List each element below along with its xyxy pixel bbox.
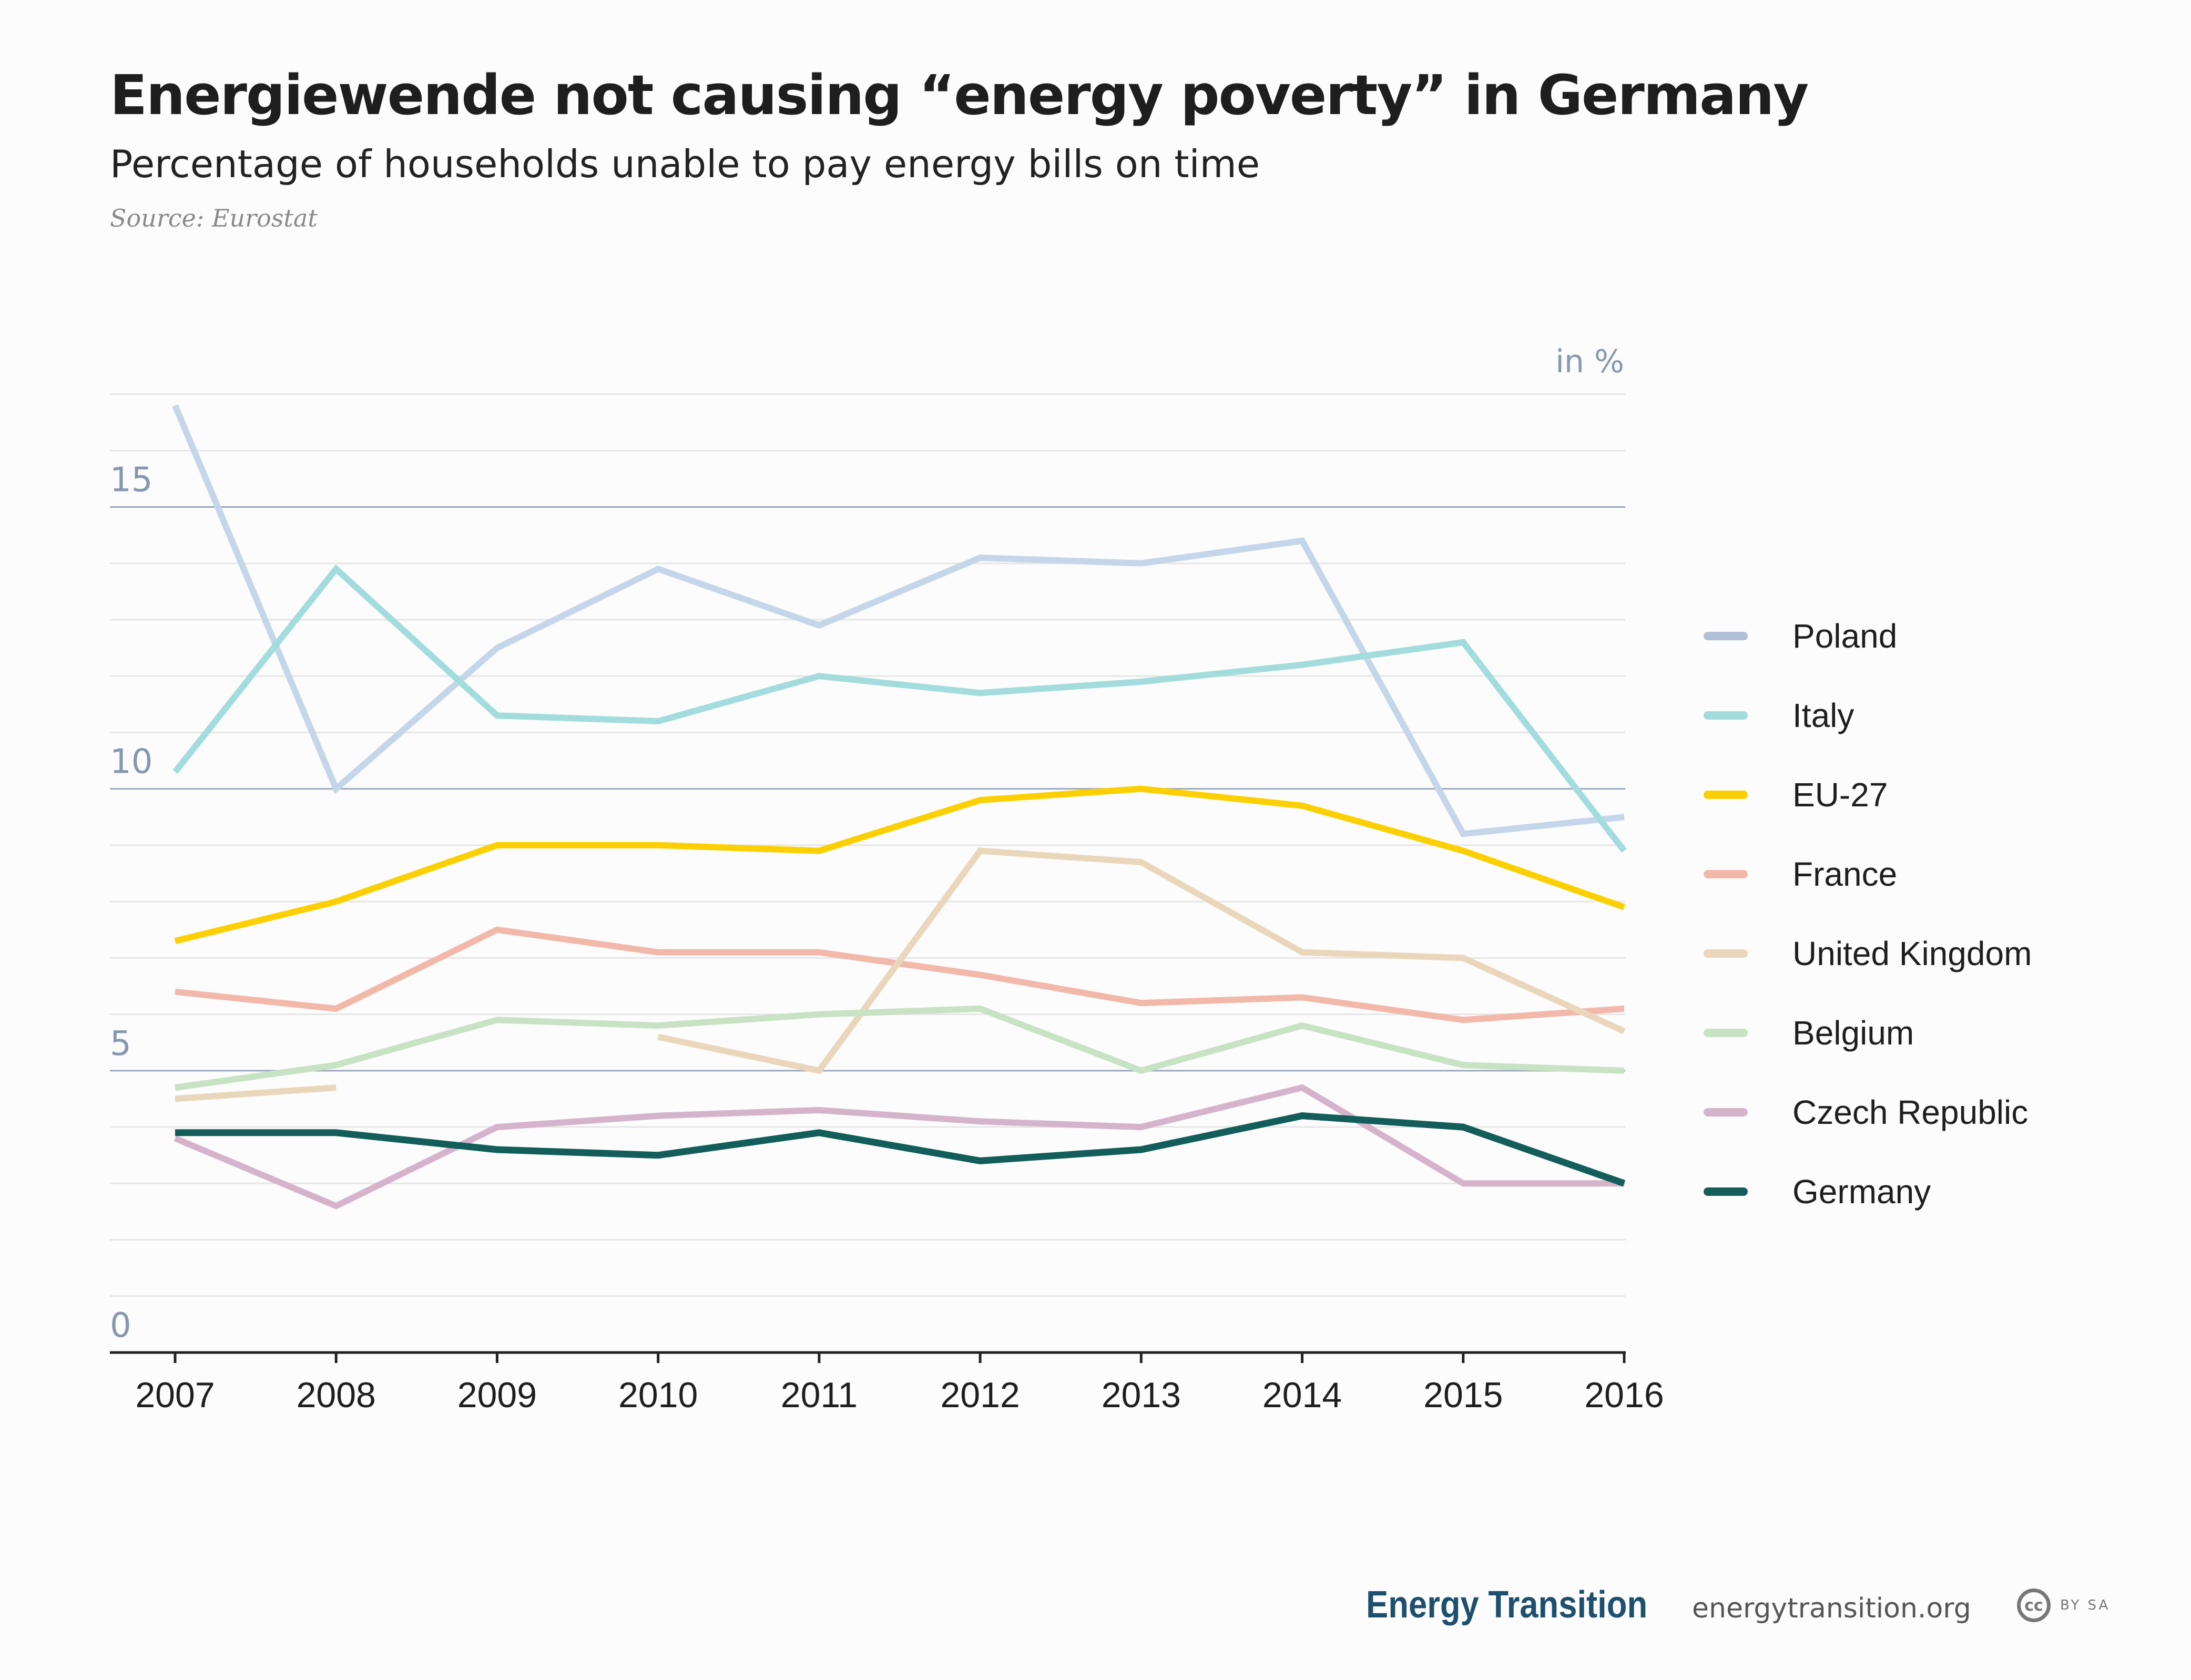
legend-swatch: [1704, 1108, 1748, 1116]
legend-label: Czech Republic: [1792, 1093, 2029, 1131]
series-czech-republic: [174, 1084, 1624, 1210]
legend-swatch: [1704, 791, 1748, 799]
series-line: [172, 404, 1625, 837]
legend-item: Germany: [1704, 1165, 2124, 1218]
x-tick-label: 2013: [1102, 1375, 1181, 1415]
legend-item: Italy: [1704, 689, 2124, 742]
series-line: [175, 926, 1625, 1023]
series-line: [175, 1005, 1625, 1091]
energy-transition-logo: Energy Transition: [1366, 1584, 1648, 1626]
x-tick-label: 2007: [135, 1375, 215, 1415]
x-tick-label: 2008: [297, 1375, 376, 1415]
legend-swatch: [1704, 1029, 1748, 1037]
unit-label: in %: [1555, 343, 1624, 380]
series-line: [174, 1084, 1624, 1210]
series-eu-27: [174, 785, 1625, 945]
legend-item: United Kingdom: [1704, 927, 2124, 980]
license-text: BY SA: [2060, 1597, 2111, 1613]
x-tick-label: 2012: [940, 1375, 1020, 1415]
series-line: [175, 1112, 1626, 1187]
legend-swatch: [1704, 632, 1748, 640]
y-axis: 0 5 10 15: [110, 460, 152, 1345]
legend-item: France: [1704, 848, 2124, 900]
legend-label: Germany: [1792, 1173, 1931, 1211]
legend-label: United Kingdom: [1792, 935, 2032, 972]
x-tick-label: 2010: [618, 1375, 698, 1415]
license-badge: cc BY SA: [2017, 1589, 2110, 1622]
legend-label: Poland: [1792, 617, 1898, 655]
x-tick-label: 2014: [1262, 1375, 1342, 1415]
x-tick-label: 2011: [781, 1375, 858, 1415]
series-poland: [172, 404, 1625, 837]
y-tick-label: 0: [110, 1306, 131, 1345]
legend-item: Belgium: [1704, 1007, 2124, 1059]
chart-title: Energiewende not causing “energy poverty…: [110, 63, 1809, 127]
y-tick-label: 15: [110, 460, 152, 499]
series-united-kingdom: [175, 847, 1626, 1102]
legend-item: Czech Republic: [1704, 1086, 2124, 1139]
legend-item: EU-27: [1704, 769, 2124, 821]
legend-swatch: [1704, 1187, 1748, 1196]
series-line: [172, 564, 1627, 853]
legend-label: Italy: [1792, 696, 1854, 734]
footer-url[interactable]: energytransition.org: [1692, 1593, 1971, 1624]
x-tick-label: 2016: [1584, 1375, 1664, 1415]
cc-icon: cc: [2017, 1589, 2051, 1622]
x-tick-label: 2015: [1423, 1375, 1503, 1415]
series-italy: [172, 564, 1627, 853]
chart-subtitle: Percentage of households unable to pay e…: [110, 142, 1260, 186]
series-lines: [172, 404, 1627, 1210]
y-tick-label: 5: [110, 1025, 131, 1063]
legend-swatch: [1704, 870, 1748, 878]
series-germany: [175, 1112, 1626, 1187]
series-belgium: [175, 1005, 1625, 1091]
series-line: [174, 785, 1625, 945]
x-tick-label: 2009: [457, 1375, 537, 1415]
grid-lines: [110, 393, 1625, 1297]
y-tick-label: 10: [110, 743, 152, 782]
legend-label: Belgium: [1792, 1014, 1914, 1052]
chart-source: Source: Eurostat: [110, 204, 318, 232]
legend-swatch: [1704, 949, 1748, 958]
legend-label: France: [1792, 855, 1898, 893]
x-axis: 2007 2008 2009 2010 2011 2012 2013 2014 2015 2016: [110, 1351, 1664, 1415]
series-line: [175, 1084, 337, 1102]
legend-swatch: [1704, 711, 1748, 720]
legend-item: Poland: [1704, 610, 2124, 662]
series-france: [175, 926, 1625, 1023]
legend-label: EU-27: [1792, 776, 1888, 814]
series-line: [657, 847, 1626, 1074]
